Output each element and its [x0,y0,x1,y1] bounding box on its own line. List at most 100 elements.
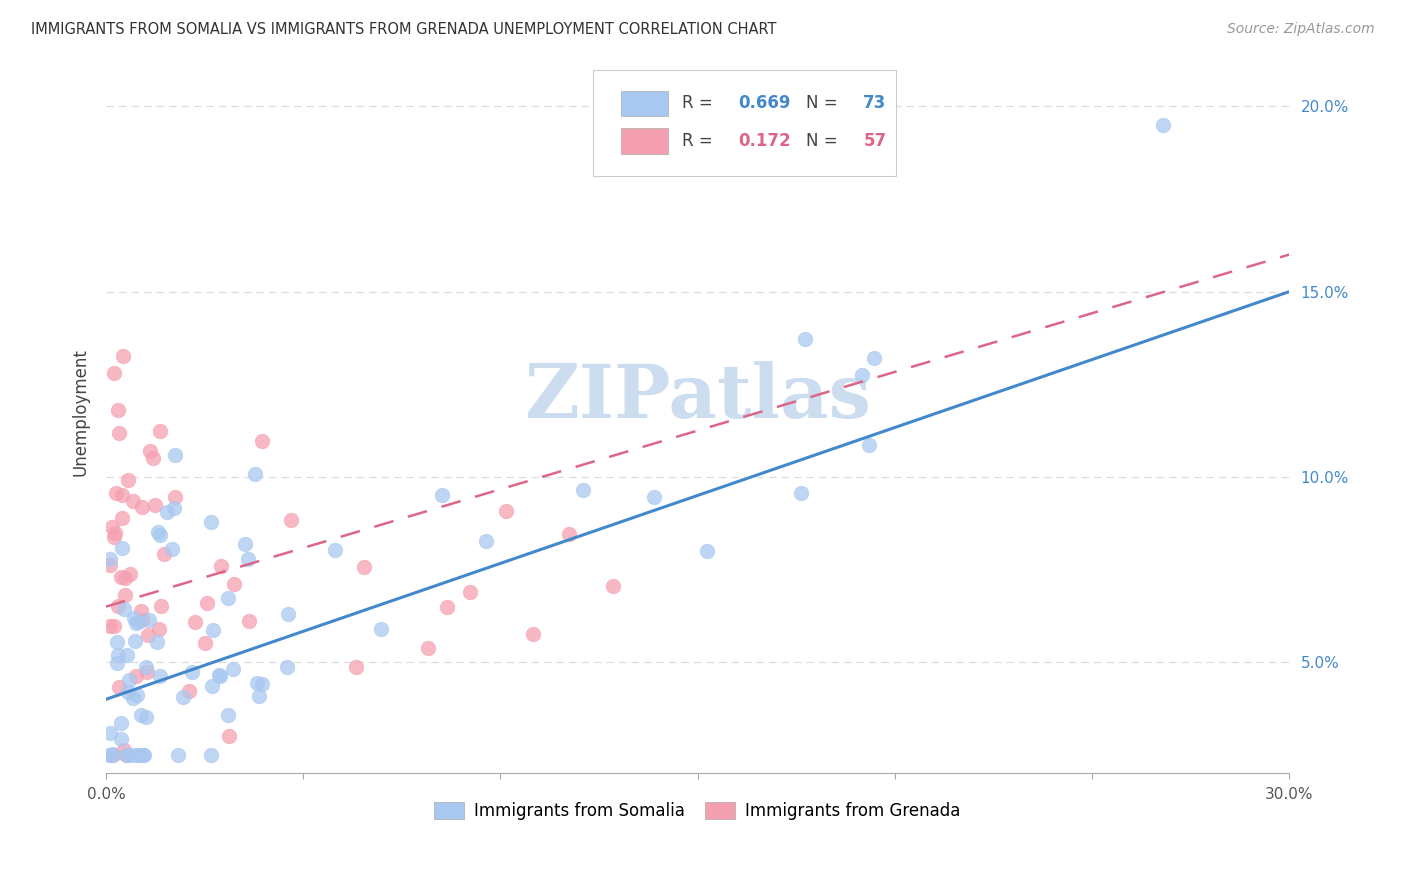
Point [105,485,128,500]
Point [224,577,246,591]
Point [122,493,145,508]
Point [108,681,131,695]
Point [143,498,166,512]
Point [136,628,159,642]
Text: N =: N = [807,132,844,150]
Point [142,451,165,466]
Point [165,491,187,505]
Text: R =: R = [682,95,718,112]
Point [114,572,136,586]
Point [107,403,129,417]
Point [458,585,481,599]
Point [110,715,132,730]
Point [172,690,194,704]
Point [118,567,141,582]
Point [149,424,172,438]
Bar [620,91,668,116]
Point [148,622,170,636]
Point [235,537,257,551]
Point [131,500,153,514]
Point [127,615,149,629]
Point [794,332,817,346]
Point [128,747,150,762]
Point [201,680,224,694]
Point [208,669,231,683]
Point [247,689,270,703]
Y-axis label: Unemployment: Unemployment [72,348,89,476]
Point [125,616,148,631]
Point [101,747,124,762]
Text: N =: N = [807,95,844,112]
Point [98,747,121,762]
Point [138,613,160,627]
Point [114,747,136,762]
Point [117,673,139,688]
Point [98,747,121,762]
Point [571,483,593,497]
Point [103,619,125,633]
Point [124,610,146,624]
Point [238,614,260,628]
Point [250,434,273,449]
Text: Source: ZipAtlas.com: Source: ZipAtlas.com [1227,22,1375,37]
Point [166,747,188,762]
Point [132,747,155,762]
Text: R =: R = [682,132,718,150]
Point [643,490,665,504]
Point [353,560,375,574]
Point [107,425,129,440]
Point [98,619,121,633]
Point [416,640,439,655]
Point [110,731,132,746]
Text: 73: 73 [863,95,887,112]
Point [156,505,179,519]
Point [194,635,217,649]
Point [252,676,274,690]
Point [104,526,127,541]
Point [111,541,134,556]
Bar [620,128,668,153]
Point [111,511,134,525]
Point [218,729,240,743]
Point [863,351,886,366]
Text: 57: 57 [863,132,886,150]
Point [112,350,135,364]
Point [277,607,299,622]
Point [98,558,121,573]
Point [696,543,718,558]
Point [236,552,259,566]
Point [475,534,498,549]
Point [112,742,135,756]
Point [558,527,581,541]
Point [149,669,172,683]
Point [101,520,124,534]
Point [115,648,138,663]
Point [195,596,218,610]
Text: 0.172: 0.172 [738,132,790,150]
Point [111,488,134,502]
Point [149,599,172,613]
Point [148,524,170,539]
Point [149,527,172,541]
Point [114,588,136,602]
Point [280,513,302,527]
Point [124,747,146,762]
Point [105,656,128,670]
Point [370,622,392,636]
Point [103,366,125,380]
Point [139,444,162,458]
Point [246,675,269,690]
Point [208,667,231,681]
Point [181,665,204,679]
Point [163,500,186,515]
Point [117,747,139,762]
Point [323,543,346,558]
Point [135,659,157,673]
Point [177,684,200,698]
Point [201,623,224,637]
Point [101,747,124,761]
Point [145,635,167,649]
Point [124,634,146,648]
Point [117,747,139,762]
Point [112,602,135,616]
